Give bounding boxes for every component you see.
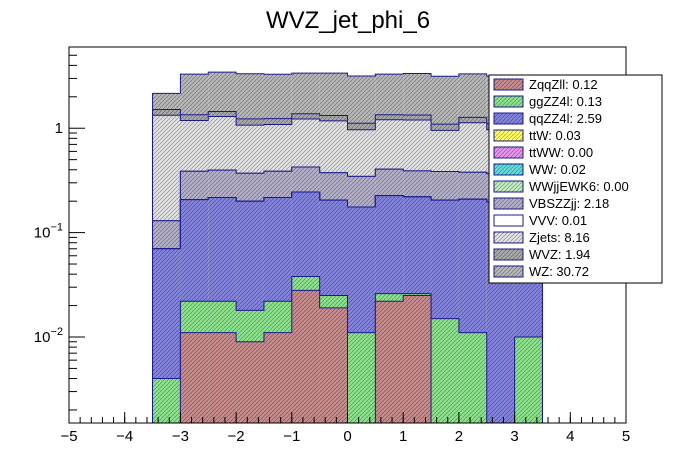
legend-label: ttW: 0.03 [529,128,581,143]
legend-entry: ttWW: 0.00 [493,145,593,160]
legend-swatch-hatch [494,198,523,209]
bar-hatch [431,318,459,423]
x-tick-label: −4 [116,428,133,445]
legend-swatch-hatch [494,181,523,192]
bar-hatch [403,295,432,423]
axes: −5 −4 −3 −2 −1 0 1 2 3 4 5 10−2 10−1 1 [34,46,630,445]
legend-label: WZ: 30.72 [529,264,589,279]
legend-label: VVV: 0.01 [529,213,587,228]
series-outline [152,191,543,423]
legend-entry: WWjjEWK6: 0.00 [493,179,629,194]
series-zqqzll [152,289,543,424]
legend-entry: ggZZ4l: 0.13 [493,94,602,109]
histogram-stack [152,71,543,424]
legend-entry: qqZZ4l: 2.59 [493,111,602,126]
series-outline [152,109,543,423]
bar-hatch [236,341,264,423]
bar-hatch [375,301,404,423]
x-tick-label: −2 [228,428,245,445]
legend-entry: Zjets: 8.16 [493,230,590,245]
legend-swatch-hatch [494,113,523,124]
legend-swatch-hatch [494,130,523,141]
y-tick-label: 10−2 [34,326,63,346]
legend-label: VBSZZjj: 2.18 [529,196,609,211]
x-tick-label: 1 [399,428,407,445]
legend-swatch-hatch [494,164,523,175]
legend-box [488,74,663,284]
legend-swatch-hatch [494,232,523,243]
legend-swatch [493,214,524,227]
bar-hatch [319,307,348,423]
legend-label: Zjets: 8.16 [529,230,590,245]
legend-entry: ttW: 0.03 [493,128,581,143]
legend-swatch-hatch [494,96,523,107]
legend-entry: ZqqZll: 0.12 [493,77,598,92]
x-tick-label: −1 [283,428,300,445]
legend-label: ttWW: 0.00 [529,145,593,160]
bar-hatch [208,332,237,423]
bar-hatch [347,332,376,423]
x-tick-label: −5 [60,428,77,445]
legend-label: WW: 0.02 [529,162,586,177]
series-outline [152,71,543,423]
legend-entry: WW: 0.02 [493,162,586,177]
legend: ZqqZll: 0.12 ggZZ4l: 0.13 qqZZ4l: 2.59 ttW:… [488,74,663,284]
series-outline [152,166,543,423]
series-outline [152,114,543,423]
legend-label: WVZ: 1.94 [529,247,590,262]
y-tick-label: 1 [55,120,63,137]
bar-hatch [458,332,487,423]
bar-hatch [514,336,543,423]
legend-swatch-hatch [494,249,523,260]
legend-swatch-hatch [494,79,523,90]
x-tick-label: 3 [510,428,518,445]
bar-hatch [263,332,292,423]
bar-hatch [180,332,209,423]
x-tick-label: 2 [455,428,463,445]
x-tick-label: 5 [622,428,630,445]
x-tick-label: −3 [172,428,189,445]
chart-title: WVZ_jet_phi_6 [266,7,430,34]
legend-label: WWjjEWK6: 0.00 [529,179,629,194]
y-tick-label: 10−1 [34,222,63,242]
legend-entry: WZ: 30.72 [493,264,589,279]
x-tick-label: 0 [343,428,351,445]
legend-swatch-hatch [494,147,523,158]
x-tick-label: 4 [566,428,574,445]
bar-hatch [291,290,320,423]
legend-label: ggZZ4l: 0.13 [529,94,602,109]
legend-entry: WVZ: 1.94 [493,247,590,262]
legend-label: ZqqZll: 0.12 [529,77,598,92]
legend-swatch-hatch [494,266,523,277]
legend-label: qqZZ4l: 2.59 [529,111,602,126]
legend-entry: VVV: 0.01 [493,213,587,228]
legend-entry: VBSZZjj: 2.18 [493,196,609,211]
bar-hatch [152,378,181,423]
